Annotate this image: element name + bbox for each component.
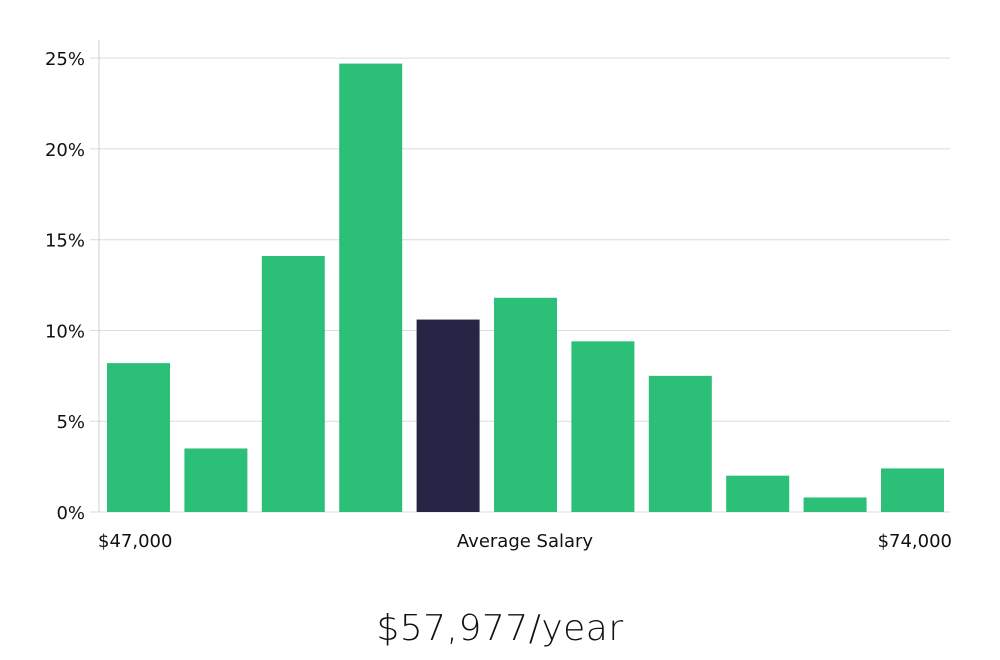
bar — [648, 375, 712, 512]
bar-average — [416, 319, 480, 512]
bar — [494, 297, 557, 512]
y-tick-label: 25% — [45, 49, 85, 70]
bar — [726, 475, 790, 512]
bar-layer — [107, 63, 944, 512]
y-tick-label: 20% — [45, 140, 85, 161]
y-tick-label: 0% — [56, 503, 85, 524]
bar — [881, 468, 944, 512]
bar — [107, 363, 170, 512]
bar — [184, 448, 248, 512]
x-axis-title: Average Salary — [457, 531, 594, 552]
grid-layer: 0% 5% 10% 15% 20% 25% — [45, 49, 950, 524]
y-tick-label: 5% — [56, 412, 85, 433]
y-tick-label: 10% — [45, 321, 85, 342]
salary-histogram: 0%5%10%15%20%25% $47,000 Average Salary … — [45, 40, 952, 552]
bar — [571, 341, 635, 512]
bar — [803, 497, 867, 512]
x-axis-min-label: $47,000 — [98, 531, 172, 552]
x-axis-max-label: $74,000 — [878, 531, 952, 552]
bar — [339, 63, 403, 512]
bar — [261, 256, 325, 512]
y-tick-label: 15% — [45, 231, 85, 252]
average-salary-headline: $57,977/year — [376, 608, 624, 649]
